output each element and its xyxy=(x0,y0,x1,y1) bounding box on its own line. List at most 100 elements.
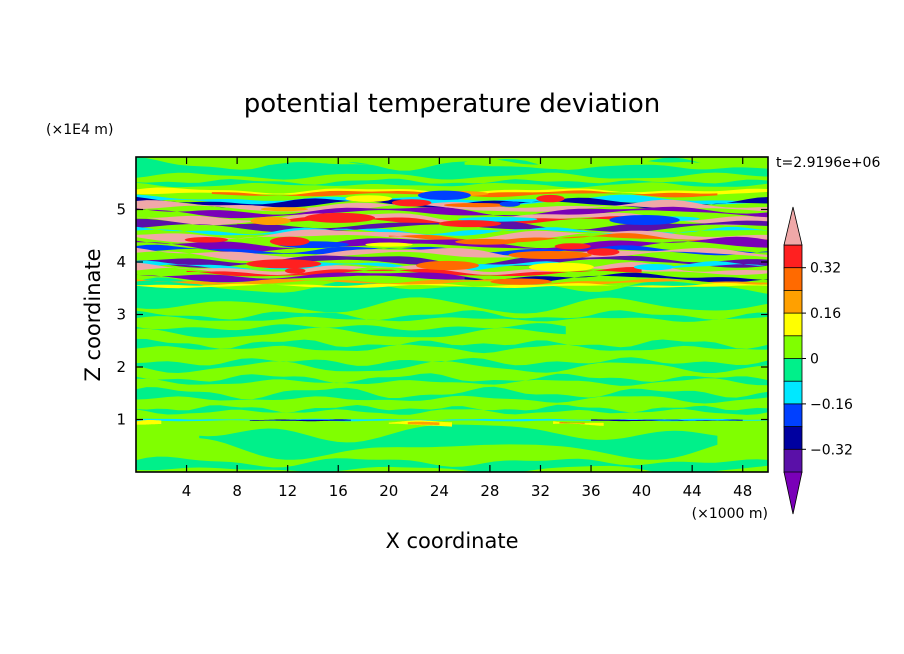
field-patch xyxy=(438,220,502,228)
y-tick-label: 4 xyxy=(116,253,126,271)
field-layer-band xyxy=(407,421,440,426)
field-layer-band xyxy=(136,255,768,268)
colorbar-swatch xyxy=(783,426,803,451)
field-patch xyxy=(417,190,471,200)
x-tick-label: 40 xyxy=(632,482,651,500)
y-tick-label: 5 xyxy=(116,201,126,219)
x-tick-label: 4 xyxy=(182,482,192,500)
colorbar: 0.32 0.16 0 −0.16 −0.32 xyxy=(783,206,853,515)
colorbar-swatch xyxy=(783,289,803,314)
colorbar-label: 0 xyxy=(810,352,819,368)
field-patch xyxy=(444,203,509,208)
field-patch xyxy=(304,212,375,223)
field-layer-band xyxy=(553,421,604,426)
field-blob xyxy=(136,310,768,322)
field-blob xyxy=(136,373,768,386)
field-blob xyxy=(136,456,768,472)
field-layer-band xyxy=(136,229,768,243)
field-blob xyxy=(136,338,768,354)
field-blob xyxy=(136,357,768,374)
field-patch xyxy=(365,242,413,247)
x-tick-label: 32 xyxy=(531,482,550,500)
colorbar-label: −0.16 xyxy=(810,397,853,413)
field-patch xyxy=(269,236,310,246)
field-patch xyxy=(587,248,620,256)
field-layer-band xyxy=(211,190,718,198)
colorbar-swatch xyxy=(783,403,803,428)
y-axis-unit: (×1E4 m) xyxy=(46,122,113,138)
x-tick-label: 44 xyxy=(683,482,702,500)
field-blob xyxy=(199,157,389,166)
field-layer-band xyxy=(136,206,768,219)
field-patch xyxy=(260,207,308,212)
colorbar-label: 0.32 xyxy=(810,261,841,277)
colorbar-swatch xyxy=(783,380,803,405)
field-layer-band xyxy=(136,187,768,197)
colorbar-extend-min xyxy=(783,471,803,515)
field-patch xyxy=(508,251,592,259)
field-blob xyxy=(464,159,743,170)
colorbar-extend-max xyxy=(783,206,803,246)
field-patch xyxy=(416,260,479,271)
field-patch xyxy=(554,243,591,250)
field-layer-band xyxy=(559,422,585,424)
field-patch xyxy=(345,195,393,202)
x-tick-label: 8 xyxy=(232,482,242,500)
colorbar-swatch xyxy=(783,312,803,337)
field-patch xyxy=(536,194,565,203)
field-patch xyxy=(609,215,680,225)
plot-area xyxy=(136,157,768,472)
time-label: t=2.9196e+06 xyxy=(776,155,880,171)
field-layer-band xyxy=(136,212,768,226)
field-blob xyxy=(199,424,718,460)
field-patch xyxy=(490,278,552,285)
field-layer-band xyxy=(136,272,516,283)
colorbar-label: 0.16 xyxy=(810,306,841,322)
field-blob xyxy=(136,404,768,415)
y-tick-label: 3 xyxy=(116,306,126,324)
field-patch xyxy=(528,262,594,272)
field-patch xyxy=(499,201,521,207)
x-tick-label: 48 xyxy=(733,482,752,500)
field-patch xyxy=(184,237,229,243)
field-patch xyxy=(455,238,518,245)
x-tick-label: 28 xyxy=(480,482,499,500)
field-patch xyxy=(250,216,291,225)
colorbar-swatch xyxy=(783,267,803,292)
field-blob xyxy=(136,178,768,188)
x-tick-label: 20 xyxy=(379,482,398,500)
colorbar-label: −0.32 xyxy=(810,442,853,458)
x-axis-unit: (×1000 m) xyxy=(692,506,768,522)
colorbar-swatch xyxy=(783,448,803,473)
field-patch xyxy=(246,259,322,269)
x-tick-label: 36 xyxy=(581,482,600,500)
field-layer-band xyxy=(591,419,743,422)
y-axis-label: Z coordinate xyxy=(81,248,105,381)
field-blob xyxy=(136,157,768,180)
field-patch xyxy=(284,267,306,274)
field-layer-band xyxy=(249,419,351,422)
field-layer-band xyxy=(136,418,768,422)
field-layer xyxy=(136,157,768,472)
x-tick-label: 12 xyxy=(278,482,297,500)
field-blob xyxy=(136,277,768,314)
chart-title: potential temperature deviation xyxy=(244,89,660,119)
field-patch xyxy=(391,199,432,207)
field-blob xyxy=(136,323,566,338)
field-blob xyxy=(136,386,768,404)
field-layer-band xyxy=(186,267,642,277)
x-tick-label: 16 xyxy=(329,482,348,500)
colorbar-swatch xyxy=(783,335,803,360)
field-layer-band xyxy=(136,196,768,209)
colorbar-swatch xyxy=(783,358,803,383)
colorbar-swatch xyxy=(783,244,803,269)
x-axis-label: X coordinate xyxy=(385,529,518,553)
x-tick-label: 24 xyxy=(430,482,449,500)
y-tick-label: 1 xyxy=(116,411,126,429)
field-patch xyxy=(633,264,675,271)
field-layer-band xyxy=(136,282,768,289)
field-layer-band xyxy=(136,419,162,425)
field-layer-band xyxy=(136,278,768,286)
